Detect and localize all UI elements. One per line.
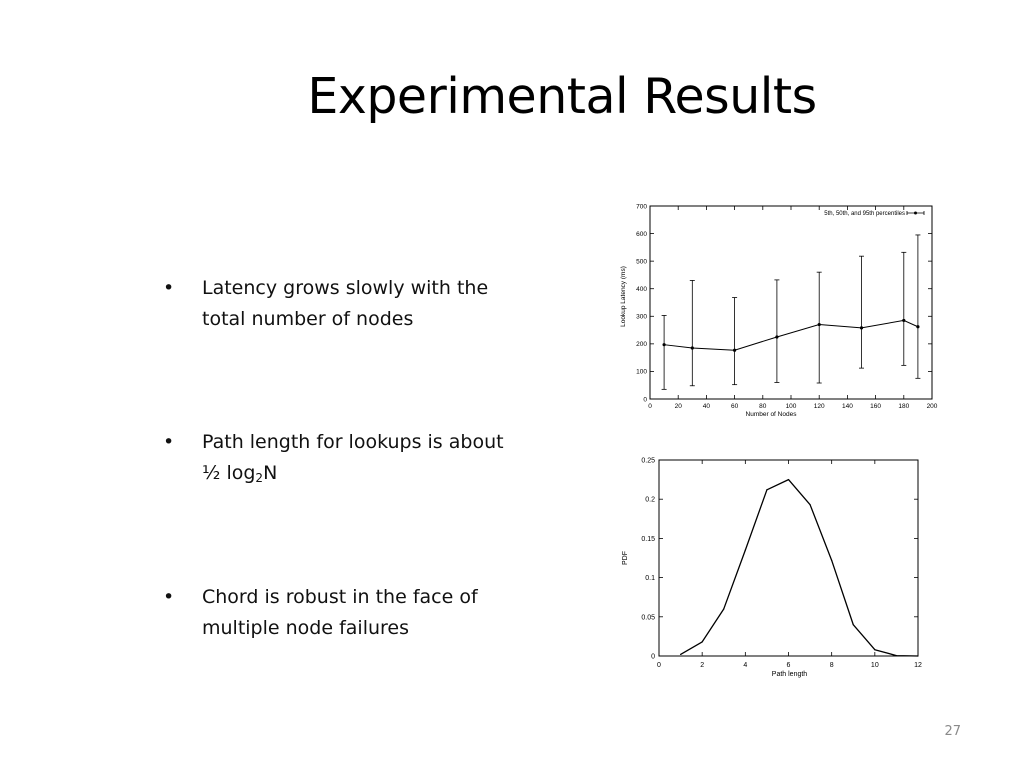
bullet-item: • Chord is robust in the face of multipl… bbox=[163, 582, 543, 644]
data-point bbox=[766, 489, 768, 491]
y-tick-label: 0.1 bbox=[645, 575, 655, 582]
y-tick-label: 400 bbox=[636, 286, 647, 293]
x-tick-label: 2 bbox=[700, 662, 704, 669]
x-tick-label: 40 bbox=[703, 403, 711, 410]
data-point bbox=[917, 655, 919, 657]
x-tick-label: 8 bbox=[830, 662, 834, 669]
x-tick-label: 120 bbox=[814, 403, 825, 410]
x-tick-label: 180 bbox=[898, 403, 909, 410]
data-point bbox=[723, 608, 725, 610]
x-axis-label: Path length bbox=[772, 671, 808, 678]
y-tick-label: 0 bbox=[643, 396, 647, 403]
bullet-marker: • bbox=[163, 277, 175, 299]
y-tick-label: 500 bbox=[636, 258, 647, 265]
data-point bbox=[831, 559, 833, 561]
x-tick-label: 140 bbox=[842, 403, 853, 410]
x-tick-label: 12 bbox=[914, 662, 922, 669]
x-axis-label: Number of Nodes bbox=[746, 411, 798, 418]
bullet-item: • Path length for lookups is about ½ log… bbox=[163, 427, 543, 494]
latency-chart: 0 20 40 60 80 100 120 140 160 180 200 0 100 200 300 400… bbox=[620, 203, 938, 418]
data-point bbox=[895, 655, 898, 657]
bullet-marker: • bbox=[163, 431, 175, 453]
x-tick-label: 20 bbox=[675, 403, 683, 410]
formula-subscript: 2 bbox=[255, 471, 264, 485]
data-point bbox=[916, 325, 920, 329]
y-tick-label: 0.15 bbox=[641, 536, 655, 543]
data-point bbox=[859, 326, 864, 330]
y-axis-label: PDF bbox=[622, 551, 629, 565]
data-point bbox=[679, 653, 682, 656]
bullet-text: Chord is robust in the face of multiple … bbox=[202, 582, 543, 644]
x-tick-label: 0 bbox=[657, 662, 661, 669]
y-tick-label: 0 bbox=[651, 654, 655, 661]
x-tick-label: 4 bbox=[743, 662, 747, 669]
legend-label: 5th, 50th, and 95th percentiles bbox=[824, 211, 905, 217]
y-tick-label: 0.2 bbox=[645, 497, 655, 504]
slide-number: 27 bbox=[944, 724, 961, 739]
series-line bbox=[664, 319, 919, 351]
formula-suffix: N bbox=[263, 462, 278, 484]
x-tick-label: 200 bbox=[927, 403, 938, 410]
bullet-text: Path length for lookups is about ½ log2N bbox=[202, 427, 543, 494]
legend-marker bbox=[914, 211, 917, 215]
bullet-marker: • bbox=[163, 586, 175, 608]
x-tick-label: 10 bbox=[871, 662, 879, 669]
data-point bbox=[874, 649, 876, 651]
y-axis-label: Lookup Latency (ms) bbox=[620, 266, 627, 327]
data-point bbox=[852, 624, 854, 626]
data-point bbox=[733, 348, 737, 352]
data-point bbox=[701, 641, 703, 643]
x-tick-label: 160 bbox=[870, 403, 881, 410]
data-point bbox=[775, 335, 779, 339]
bullet-line: ½ log2N bbox=[202, 458, 543, 494]
data-point bbox=[662, 343, 666, 347]
data-point bbox=[690, 346, 694, 350]
bullet-line: multiple node failures bbox=[202, 617, 409, 639]
bullet-text: Latency grows slowly with the total numb… bbox=[202, 273, 543, 335]
bullet-line: Path length for lookups is about bbox=[202, 431, 504, 453]
y-tick-label: 100 bbox=[636, 369, 647, 376]
slide-title: Experimental Results bbox=[307, 68, 817, 125]
y-tick-label: 600 bbox=[636, 231, 647, 238]
y-tick-label: 700 bbox=[636, 203, 647, 210]
y-tick-label: 300 bbox=[636, 314, 647, 321]
plot-frame bbox=[658, 459, 919, 657]
pdf-line bbox=[680, 478, 919, 657]
x-tick-label: 100 bbox=[786, 403, 797, 410]
y-tick-label: 200 bbox=[636, 341, 647, 348]
x-tick-label: 6 bbox=[787, 662, 791, 669]
x-tick-label: 80 bbox=[759, 403, 767, 410]
y-tick-label: 0.25 bbox=[641, 458, 655, 465]
data-point bbox=[902, 318, 906, 323]
y-tick-label: 0.05 bbox=[641, 614, 655, 621]
bullet-item: • Latency grows slowly with the total nu… bbox=[163, 273, 543, 335]
x-tick-label: 0 bbox=[648, 403, 652, 410]
formula-prefix: ½ log bbox=[202, 462, 256, 484]
bullet-line: total number of nodes bbox=[202, 308, 414, 330]
data-point bbox=[817, 322, 821, 327]
path-length-pdf-chart: 0 2 4 6 8 10 12 0 0.05 0.1 0.15 0.2 0.25 Path length P… bbox=[622, 458, 922, 679]
data-point bbox=[809, 504, 811, 506]
data-point bbox=[744, 549, 746, 551]
data-point bbox=[787, 479, 790, 481]
bullet-line: Latency grows slowly with the bbox=[202, 277, 489, 299]
bullet-line: Chord is robust in the face of bbox=[202, 586, 478, 608]
x-tick-label: 60 bbox=[731, 403, 739, 410]
